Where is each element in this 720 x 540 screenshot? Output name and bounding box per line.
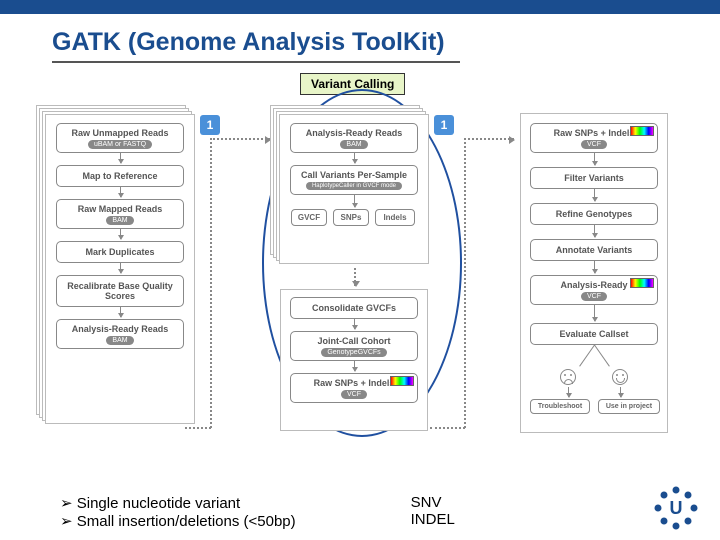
col1-step-0: Raw Unmapped ReadsuBAM or FASTQ bbox=[56, 123, 184, 153]
col2-step-1: Call Variants Per-SampleHaplotypeCaller … bbox=[290, 165, 418, 195]
bullet-list: Single nucleotide variant Small insertio… bbox=[60, 494, 296, 530]
arrow bbox=[620, 387, 621, 397]
svg-text:U: U bbox=[670, 498, 683, 518]
col2-trio-1: SNPs bbox=[333, 209, 369, 226]
arrow bbox=[120, 153, 121, 163]
happy-face-icon bbox=[612, 369, 628, 385]
arrow bbox=[594, 189, 595, 201]
col3-step-1: Filter Variants bbox=[530, 167, 658, 189]
arrow bbox=[120, 229, 121, 239]
page-title: GATK (Genome Analysis ToolKit) bbox=[0, 14, 720, 57]
col1-badge: 1 bbox=[200, 115, 220, 135]
col1-stack bbox=[36, 105, 196, 425]
arrow bbox=[354, 153, 355, 163]
col1-step-3: Mark Duplicates bbox=[56, 241, 184, 263]
col1-step-1: Map to Reference bbox=[56, 165, 184, 187]
rainbow-icon bbox=[630, 126, 654, 136]
dotted-arrow bbox=[464, 138, 514, 140]
col3-step-2: Refine Genotypes bbox=[530, 203, 658, 225]
col1-step-4: Recalibrate Base Quality Scores bbox=[56, 275, 184, 307]
rainbow-icon bbox=[390, 376, 414, 386]
logo-icon: U bbox=[652, 484, 700, 532]
col3-step-5: Evaluate Callset bbox=[530, 323, 658, 345]
rainbow-icon bbox=[630, 278, 654, 288]
dotted-arrow bbox=[354, 268, 356, 286]
arrow bbox=[568, 387, 569, 397]
col2-badge: 1 bbox=[434, 115, 454, 135]
arrow bbox=[120, 187, 121, 197]
bullet-1: Small insertion/deletions (<50bp) bbox=[60, 512, 296, 530]
col2-trio-2: Indels bbox=[375, 209, 415, 226]
arrow bbox=[594, 261, 595, 273]
sad-face-icon bbox=[560, 369, 576, 385]
footer: Single nucleotide variant Small insertio… bbox=[60, 494, 700, 530]
col2-merge-1: Joint-Call CohortGenotypeGVCFs bbox=[290, 331, 418, 361]
arrow bbox=[594, 153, 595, 165]
col3-step-3: Annotate Variants bbox=[530, 239, 658, 261]
abbr-list: SNV INDEL bbox=[411, 494, 455, 530]
col2-trio-0: GVCF bbox=[291, 209, 327, 226]
arrow bbox=[594, 305, 595, 321]
abbr-0: SNV bbox=[411, 494, 455, 511]
dotted-line bbox=[430, 427, 465, 429]
col2-merge-0: Consolidate GVCFs bbox=[290, 297, 418, 319]
dotted-arrow bbox=[210, 138, 270, 140]
arrow bbox=[120, 307, 121, 317]
col1-step-2: Raw Mapped ReadsBAM bbox=[56, 199, 184, 229]
title-underline bbox=[52, 61, 460, 63]
col3-outcome-1: Use in project bbox=[598, 399, 660, 414]
arrow bbox=[354, 195, 355, 207]
dotted-line bbox=[185, 427, 211, 429]
bullet-0: Single nucleotide variant bbox=[60, 494, 296, 512]
arrow bbox=[354, 361, 355, 371]
abbr-1: INDEL bbox=[411, 511, 455, 528]
col1-step-5: Analysis-Ready ReadsBAM bbox=[56, 319, 184, 349]
header-bar bbox=[0, 0, 720, 14]
dotted-line bbox=[210, 138, 212, 428]
col3-outcome-0: Troubleshoot bbox=[530, 399, 590, 414]
arrow bbox=[594, 225, 595, 237]
col2-step-0: Analysis-Ready ReadsBAM bbox=[290, 123, 418, 153]
arrow bbox=[354, 319, 355, 329]
arrow bbox=[120, 263, 121, 273]
diagram-canvas: Variant Calling 1 Raw Unmapped ReadsuBAM… bbox=[0, 73, 720, 473]
dotted-line bbox=[464, 138, 466, 428]
